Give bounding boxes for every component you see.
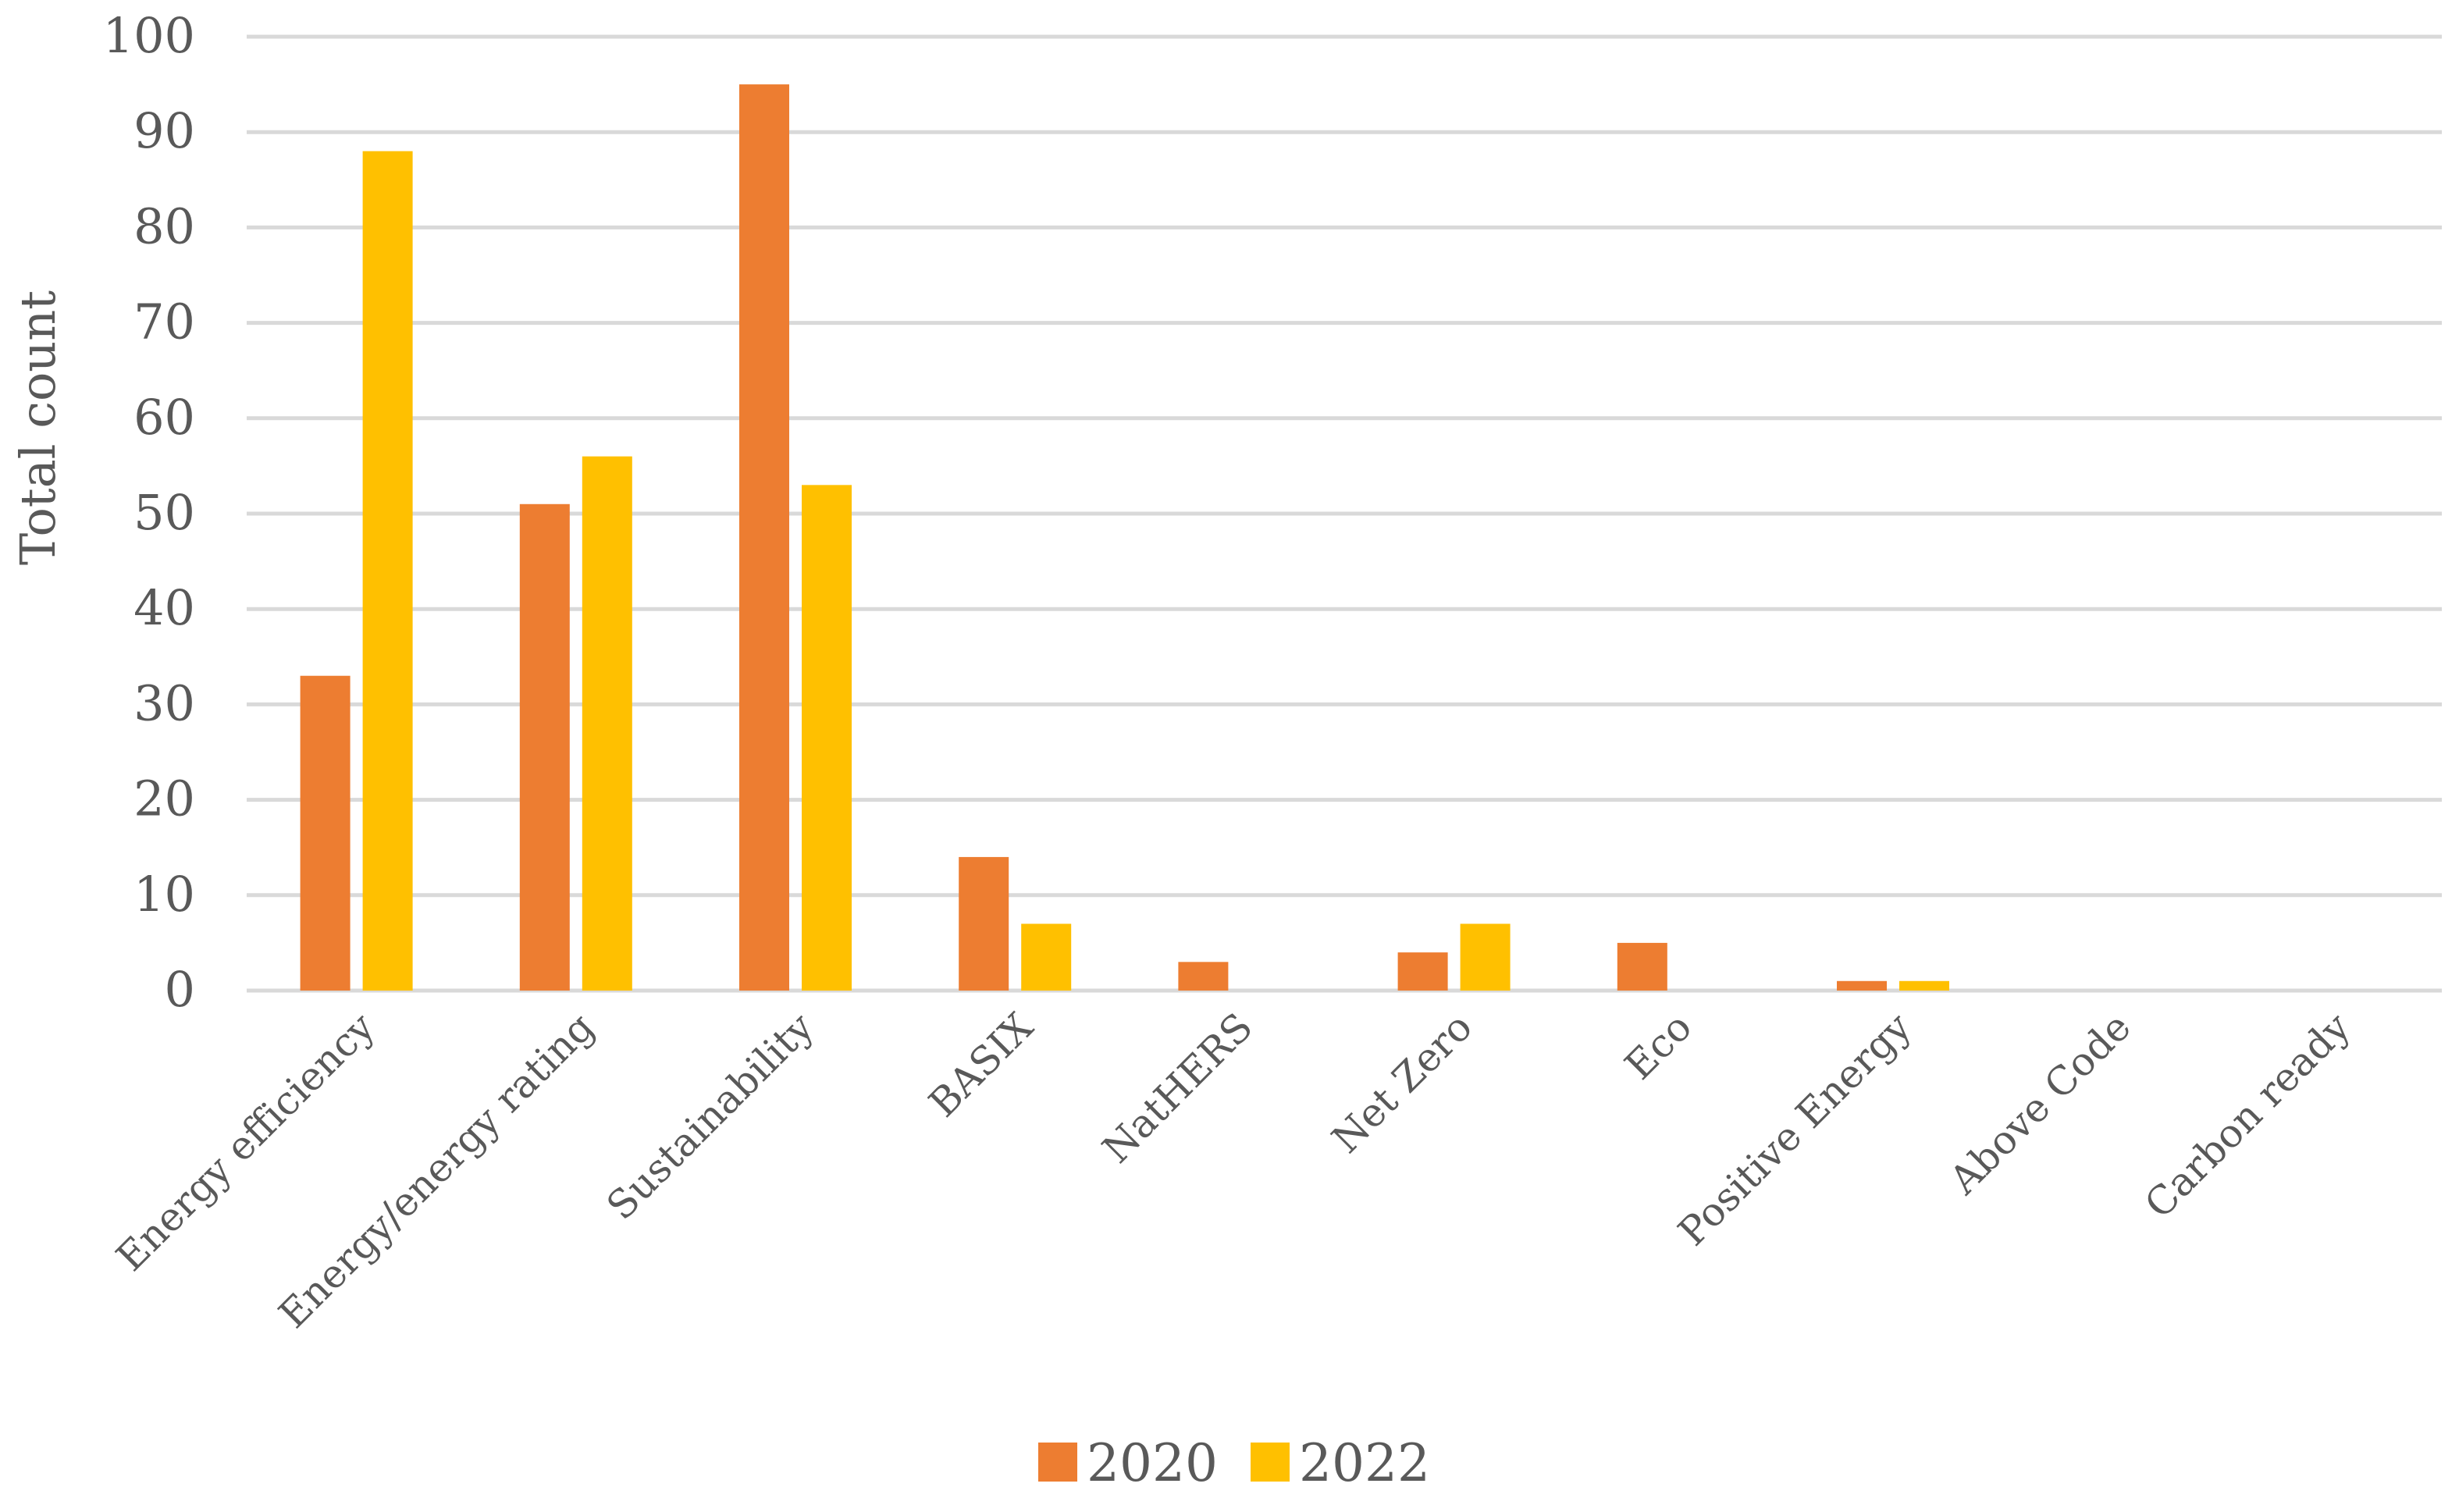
bar-2020-energy-efficiency — [300, 675, 351, 991]
bar-2020-energy-energy-rating — [519, 503, 570, 991]
bar-2022-energy-efficiency — [362, 151, 413, 991]
y-axis-title: Total count — [9, 290, 66, 565]
bar-2022-sustainability — [802, 485, 852, 991]
x-category-label: NatHERS — [1094, 1004, 1262, 1172]
legend-swatch-2020 — [1038, 1443, 1077, 1482]
x-category-label: BASIX — [920, 1004, 1042, 1126]
x-category-label: Positive Energy — [1670, 1004, 1920, 1254]
legend: 2020 2022 — [1038, 1433, 1430, 1493]
legend-label-2022: 2022 — [1299, 1433, 1430, 1493]
legend-swatch-2022 — [1251, 1443, 1290, 1482]
bar-2020-sustainability — [739, 84, 789, 991]
y-tick-label-40: 40 — [133, 579, 195, 636]
legend-label-2020: 2020 — [1087, 1433, 1218, 1493]
bar-2022-energy-energy-rating — [582, 456, 632, 991]
y-tick-label-50: 50 — [133, 484, 195, 541]
x-category-label: Above Code — [1940, 1004, 2139, 1203]
bar-2022-positive-energy — [1899, 980, 1949, 991]
bars — [300, 84, 1949, 991]
y-tick-label-10: 10 — [133, 866, 195, 923]
y-tick-label-30: 30 — [133, 674, 195, 731]
bar-2020-eco — [1617, 942, 1667, 991]
y-tick-label-0: 0 — [165, 961, 195, 1018]
x-category-label: Carbon ready — [2136, 1004, 2359, 1227]
y-tick-label-20: 20 — [133, 770, 195, 827]
bar-2022-basix — [1021, 923, 1072, 991]
x-category-label: Eco — [1616, 1004, 1700, 1088]
bar-2020-basix — [959, 856, 1009, 991]
gridlines — [247, 34, 2442, 993]
x-category-label: Sustainability — [598, 1004, 823, 1229]
y-tick-label-90: 90 — [133, 102, 195, 159]
y-axis-ticks: 0 10 20 30 40 50 60 70 80 90 100 — [103, 7, 195, 1018]
y-tick-label-100: 100 — [103, 7, 195, 64]
y-tick-label-70: 70 — [133, 294, 195, 350]
bar-2020-nathers — [1178, 962, 1229, 991]
y-tick-label-60: 60 — [133, 389, 195, 446]
bar-2020-positive-energy — [1837, 980, 1887, 991]
x-category-label: Net Zero — [1323, 1004, 1481, 1162]
bar-2022-net-zero — [1460, 923, 1511, 991]
bar-2020-net-zero — [1397, 952, 1448, 991]
y-tick-label-80: 80 — [133, 197, 195, 254]
